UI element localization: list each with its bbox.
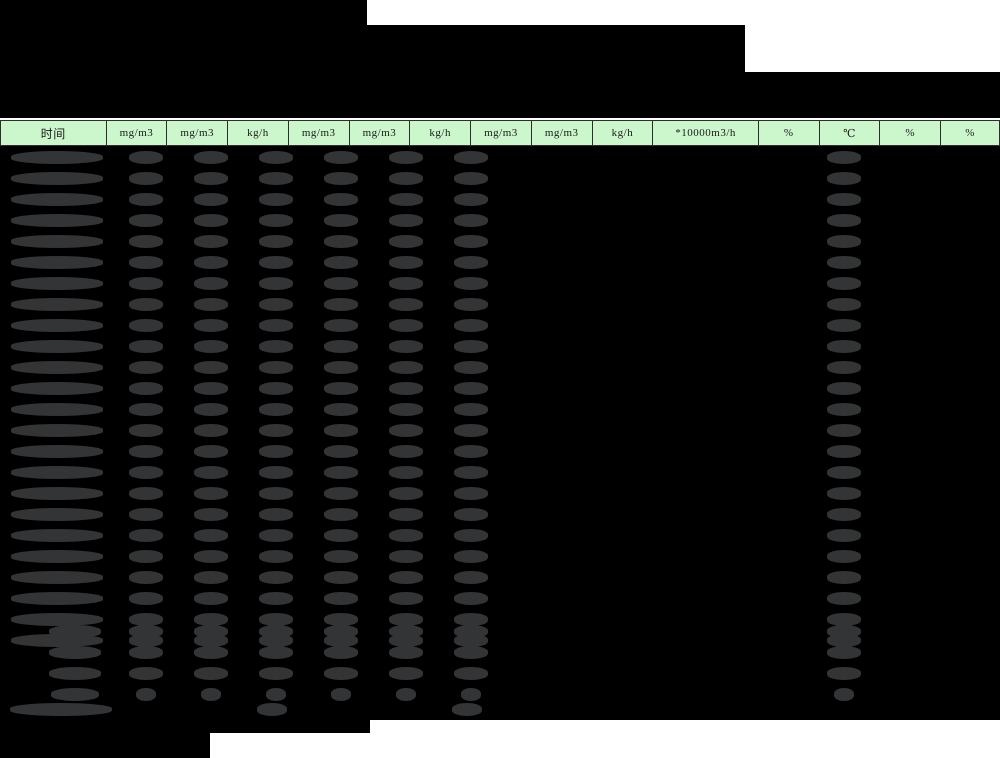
redaction-mask-table-body: [0, 146, 1000, 720]
column-header-unit-5: mg/m3: [348, 120, 410, 146]
column-header-percent-1: %: [757, 120, 819, 146]
column-header-volume-flow: *10000m3/h: [652, 120, 758, 146]
column-header-unit-1: mg/m3: [105, 120, 167, 146]
column-header-unit-3: kg/h: [227, 120, 288, 146]
redaction-mask-title-bottom: [0, 72, 1000, 118]
redaction-mask-title-top: [0, 0, 367, 25]
column-header-percent-3: %: [940, 120, 1000, 146]
column-header-percent-2: %: [879, 120, 941, 146]
redaction-mask-footer-mid: [0, 720, 370, 733]
redaction-mask-title-middle: [0, 25, 745, 72]
column-header-unit-4: mg/m3: [287, 120, 349, 146]
column-header-unit-2: mg/m3: [166, 120, 228, 146]
column-header-unit-8: mg/m3: [530, 120, 592, 146]
column-header-temperature: ℃: [818, 120, 880, 146]
column-header-unit-9: kg/h: [591, 120, 653, 146]
table-header-row: 时间 mg/m3 mg/m3 kg/h mg/m3 mg/m3 kg/h mg/…: [0, 118, 1000, 148]
redaction-mask-footer-low: [0, 733, 210, 758]
column-header-unit-6: kg/h: [409, 120, 471, 146]
column-header-time: 时间: [0, 120, 106, 146]
column-header-unit-7: mg/m3: [470, 120, 531, 146]
